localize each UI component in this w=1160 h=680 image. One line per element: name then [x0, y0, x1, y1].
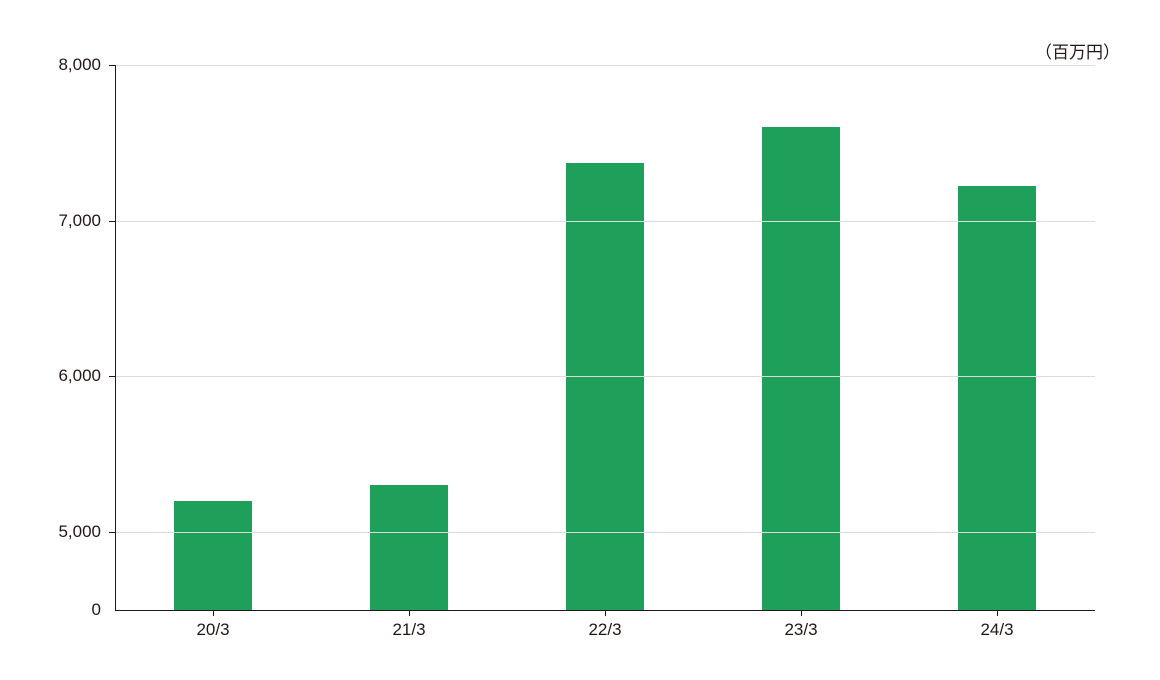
y-tick-label: 5,000 — [58, 522, 101, 542]
x-tick-label: 23/3 — [784, 620, 817, 640]
y-zero-label: 0 — [92, 600, 101, 620]
bar — [370, 485, 448, 610]
x-tick-mark — [605, 610, 606, 616]
y-tick-label: 6,000 — [58, 366, 101, 386]
x-tick-mark — [997, 610, 998, 616]
y-tick-label: 7,000 — [58, 211, 101, 231]
gridline — [115, 221, 1095, 222]
gridline — [115, 65, 1095, 66]
plot-area: 5,0006,0007,0008,000020/321/322/323/324/… — [115, 65, 1095, 610]
bar — [174, 501, 252, 610]
gridline — [115, 376, 1095, 377]
x-tick-mark — [409, 610, 410, 616]
bar — [566, 163, 644, 610]
unit-label: （百万円） — [1035, 38, 1120, 63]
gridline — [115, 532, 1095, 533]
x-tick-mark — [213, 610, 214, 616]
bar — [762, 127, 840, 610]
x-tick-label: 20/3 — [196, 620, 229, 640]
bars-layer — [115, 65, 1095, 610]
x-tick-label: 21/3 — [392, 620, 425, 640]
bar — [958, 186, 1036, 610]
y-tick-label: 8,000 — [58, 55, 101, 75]
y-axis — [115, 65, 116, 610]
bar-chart: （百万円） 5,0006,0007,0008,000020/321/322/32… — [0, 0, 1160, 680]
x-tick-label: 24/3 — [980, 620, 1013, 640]
x-tick-label: 22/3 — [588, 620, 621, 640]
x-tick-mark — [801, 610, 802, 616]
